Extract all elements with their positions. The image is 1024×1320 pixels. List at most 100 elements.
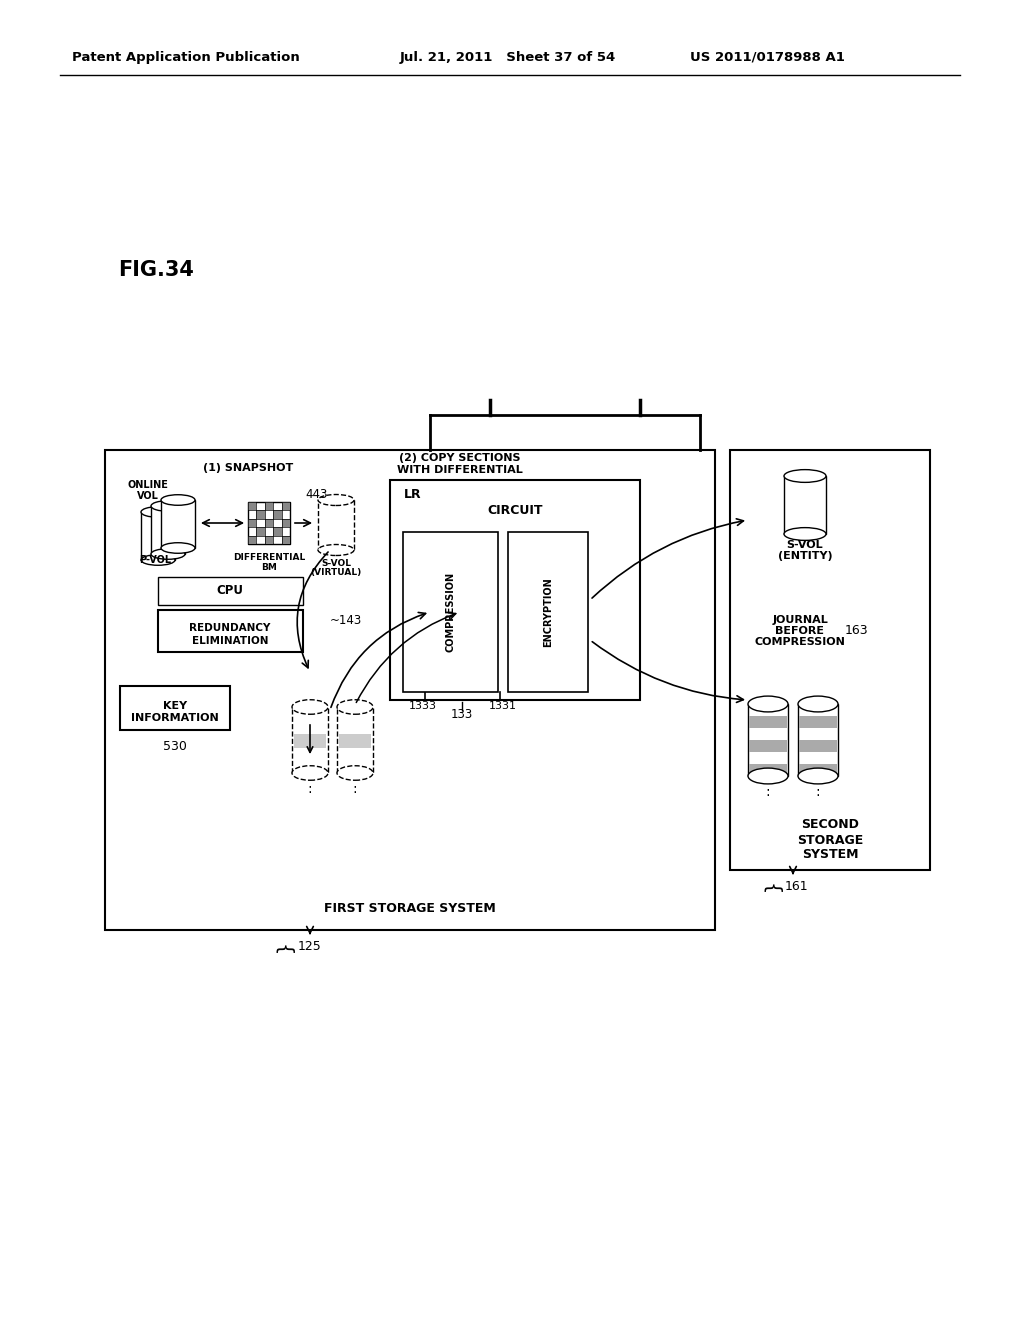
Ellipse shape [292,700,328,714]
Text: INFORMATION: INFORMATION [131,713,219,723]
Bar [141,512,175,560]
Bar [282,536,290,544]
Bar [151,506,185,554]
Bar [748,704,788,776]
Text: 161: 161 [785,879,809,892]
Bar [784,477,826,535]
Ellipse shape [784,470,826,482]
Text: US 2011/0178988 A1: US 2011/0178988 A1 [690,50,845,63]
Bar [749,715,787,729]
Bar [120,686,230,730]
Text: DIFFERENTIAL: DIFFERENTIAL [232,553,305,562]
Ellipse shape [151,500,185,511]
Bar [282,502,290,511]
Ellipse shape [798,768,838,784]
Text: 1333: 1333 [409,701,437,711]
Text: CPU: CPU [216,585,244,598]
Bar [318,500,354,550]
Text: Patent Application Publication: Patent Application Publication [72,50,300,63]
Text: SYSTEM: SYSTEM [802,849,858,862]
Text: S-VOL: S-VOL [786,540,823,550]
Bar [749,741,787,752]
Ellipse shape [748,768,788,784]
Text: ELIMINATION: ELIMINATION [191,636,268,645]
Text: (ENTITY): (ENTITY) [777,550,833,561]
Text: ENCRYPTION: ENCRYPTION [543,577,553,647]
Ellipse shape [151,549,185,560]
Bar [265,536,273,544]
Bar [248,502,256,511]
Text: S-VOL: S-VOL [321,558,351,568]
Ellipse shape [141,554,175,565]
Bar [282,519,290,527]
Text: JOURNAL: JOURNAL [772,615,827,624]
Ellipse shape [337,766,373,780]
Text: ONLINE: ONLINE [128,480,168,490]
Text: :: : [816,785,820,799]
Text: COMPRESSION: COMPRESSION [755,638,846,647]
Bar [158,577,303,605]
Bar [248,502,290,544]
Bar [273,511,282,519]
Bar [403,532,498,692]
Bar [799,715,837,729]
Bar [339,734,371,748]
Ellipse shape [318,495,354,506]
Bar [749,764,787,776]
Ellipse shape [784,528,826,540]
Ellipse shape [748,696,788,711]
Bar [798,704,838,776]
Text: VOL: VOL [137,491,159,502]
Text: KEY: KEY [163,701,187,711]
Ellipse shape [337,700,373,714]
Bar [158,610,303,652]
Bar [265,502,273,511]
Bar [508,532,588,692]
Text: (VIRTUAL): (VIRTUAL) [310,568,361,577]
Bar [256,527,265,536]
Ellipse shape [798,696,838,711]
Bar [265,519,273,527]
Bar [292,708,328,774]
Ellipse shape [318,544,354,556]
Bar [273,527,282,536]
Text: WITH DIFFERENTIAL: WITH DIFFERENTIAL [397,465,523,475]
Text: :: : [307,781,312,796]
Bar [256,511,265,519]
Bar [248,536,256,544]
Text: REDUNDANCY: REDUNDANCY [189,623,270,634]
Text: $\mathsf{\{}$: $\mathsf{\{}$ [274,941,296,953]
Bar [294,734,326,748]
Text: LR: LR [404,487,422,500]
Text: :: : [352,781,357,796]
Text: BM: BM [261,562,276,572]
Ellipse shape [161,495,195,506]
Text: 163: 163 [845,624,868,638]
Text: P-VOL: P-VOL [139,554,171,565]
Bar [799,764,837,776]
Bar [799,741,837,752]
Text: 133: 133 [451,708,473,721]
Text: FIRST STORAGE SYSTEM: FIRST STORAGE SYSTEM [325,902,496,915]
Text: STORAGE: STORAGE [797,833,863,846]
Ellipse shape [292,766,328,780]
Bar [390,480,640,700]
Bar [337,708,373,774]
Text: ~143: ~143 [330,614,362,627]
Text: COMPRESSION: COMPRESSION [445,572,456,652]
Text: Jul. 21, 2011   Sheet 37 of 54: Jul. 21, 2011 Sheet 37 of 54 [400,50,616,63]
Text: $\mathsf{\{}$: $\mathsf{\{}$ [762,880,784,892]
Text: FIG.34: FIG.34 [118,260,194,280]
Text: 530: 530 [163,739,187,752]
Text: 443: 443 [305,488,328,502]
Bar [730,450,930,870]
Text: 125: 125 [298,940,322,953]
Ellipse shape [141,507,175,517]
Bar [161,500,195,548]
Bar [248,519,256,527]
Text: (2) COPY SECTIONS: (2) COPY SECTIONS [399,453,521,463]
Text: 1331: 1331 [489,701,517,711]
Text: :: : [766,785,770,799]
Text: SECOND: SECOND [801,818,859,832]
Text: BEFORE: BEFORE [775,626,824,636]
